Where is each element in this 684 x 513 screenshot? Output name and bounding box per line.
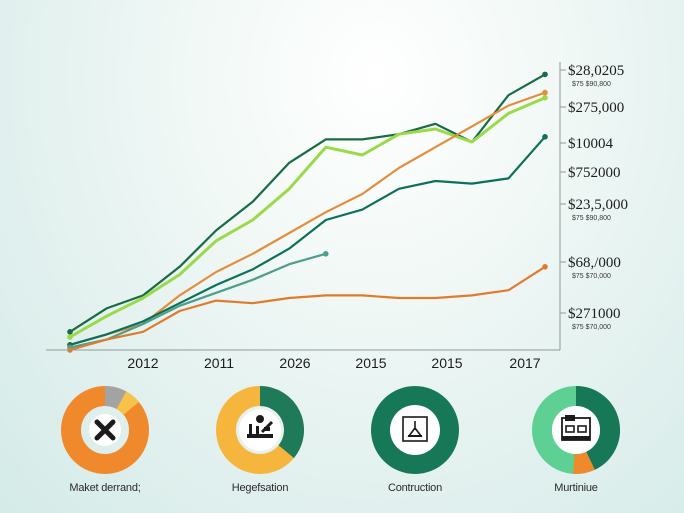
series-point	[542, 89, 548, 96]
x-tick-label: 2017	[509, 355, 540, 371]
category-label: Maket derrand;	[69, 482, 141, 494]
category-regulation: Hegefsation	[190, 386, 330, 506]
x-tick-label: 2015	[355, 355, 386, 371]
category-label: Hegefsation	[231, 482, 289, 494]
y-tick-label: $68,/000	[568, 255, 621, 271]
donut-segment	[259, 386, 304, 459]
y-tick-sublabel: $75 $90,800	[572, 215, 611, 222]
plot-lines	[67, 71, 548, 353]
category-market-demand: Maket derrand;	[35, 386, 175, 506]
series-line	[69, 73, 546, 333]
market-demand-donut	[61, 386, 149, 474]
series-line	[69, 265, 546, 352]
house-icon	[552, 406, 600, 454]
y-tick-label: $23,5,000	[568, 197, 628, 213]
category-municipal: Murtiniue	[506, 386, 646, 506]
series-line	[69, 91, 546, 346]
y-tick-label: $271000	[568, 306, 621, 322]
x-icon	[89, 414, 121, 446]
x-tick-label: 2012	[127, 355, 158, 371]
series-point	[322, 251, 329, 257]
donut-segment	[575, 386, 620, 470]
x-tick-label: 2026	[279, 355, 310, 371]
y-tick-label: $275,000	[568, 100, 624, 116]
category-label: Contruction	[387, 482, 443, 494]
series-point	[542, 264, 548, 270]
crane-icon	[390, 405, 440, 455]
series-line	[69, 96, 546, 339]
donut-segment	[104, 386, 127, 410]
donut-segment	[573, 451, 595, 474]
y-tick-label: $752000	[568, 165, 621, 181]
donut-ring	[371, 386, 459, 474]
category-label: Murtiniue	[554, 482, 598, 494]
series-line	[69, 252, 327, 349]
series-point	[67, 334, 73, 340]
series-point	[542, 134, 548, 140]
construction-tools-icon	[239, 409, 281, 451]
construction-donut	[371, 386, 459, 474]
line-chart: $28,0205 $75 $90,800 $275,000 $10004 $752000…	[46, 62, 628, 371]
y-tick-sublabel: $75 $90,800	[572, 81, 611, 88]
donut-segment	[116, 391, 139, 416]
y-tick-label: $10004	[568, 136, 614, 152]
series-line	[69, 136, 546, 346]
category-construction: Contruction	[345, 386, 485, 506]
x-tick-label: 2015	[431, 355, 462, 371]
series-point	[542, 71, 548, 78]
series-point	[542, 95, 548, 101]
y-tick-label: $28,0205	[568, 63, 624, 79]
y-tick-sublabel: $75 $70,000	[572, 324, 611, 331]
x-tick-label: 2011	[204, 355, 234, 371]
series-point	[67, 329, 73, 335]
y-tick-sublabel: $75 $70,000	[572, 273, 611, 280]
municipal-donut	[532, 386, 620, 474]
regulation-donut	[216, 386, 304, 474]
